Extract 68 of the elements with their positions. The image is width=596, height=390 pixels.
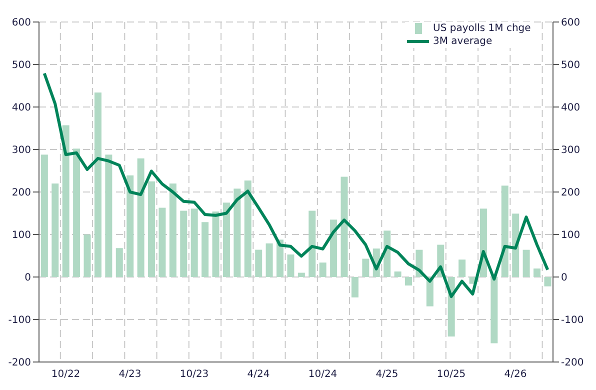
bar xyxy=(244,180,252,277)
bar xyxy=(298,272,305,277)
bar xyxy=(52,184,59,277)
bar xyxy=(394,271,402,277)
bar xyxy=(40,154,48,277)
bar xyxy=(126,175,134,277)
x-tick-label: 4/25 xyxy=(376,369,398,380)
legend-label: 3M average xyxy=(433,35,492,48)
y-tick-label: 200 xyxy=(12,188,31,199)
bar xyxy=(351,277,358,298)
y2-tick-label: 0 xyxy=(561,272,568,284)
bar xyxy=(522,250,530,277)
bar xyxy=(73,148,80,277)
x-tick-label: 10/25 xyxy=(436,369,466,380)
line-series xyxy=(42,72,550,298)
x-tick-label: 10/23 xyxy=(180,369,209,380)
y-tick-label: 300 xyxy=(12,145,31,156)
y2-tick-label: 600 xyxy=(561,18,580,29)
y-tick-label: 400 xyxy=(12,102,31,114)
bar xyxy=(94,92,102,277)
x-tick-label: 4/23 xyxy=(118,369,142,380)
y2-tick-label: -200 xyxy=(561,358,584,369)
bar xyxy=(158,208,166,277)
x-tick-label: 10/22 xyxy=(51,369,80,380)
bar xyxy=(62,125,70,277)
bar xyxy=(362,258,370,277)
bar xyxy=(501,186,508,277)
bar xyxy=(266,243,273,277)
bar xyxy=(330,220,338,277)
bar xyxy=(544,277,552,286)
bar xyxy=(190,208,198,277)
x-tick-label: 10/24 xyxy=(308,369,338,380)
y2-tick-label: 400 xyxy=(561,102,580,114)
y-tick-label: -100 xyxy=(8,315,31,326)
y-tick-label: -200 xyxy=(8,358,31,369)
bar xyxy=(137,158,144,277)
y2-tick-label: -100 xyxy=(561,315,584,326)
bar xyxy=(534,268,541,277)
bar xyxy=(212,212,220,277)
y-tick-label: 600 xyxy=(12,18,31,29)
bar xyxy=(222,202,230,277)
bar xyxy=(202,222,209,277)
bar xyxy=(234,188,241,277)
y-tick-label: 0 xyxy=(24,272,31,284)
bar xyxy=(319,262,326,277)
y2-tick-label: 300 xyxy=(561,145,580,156)
bar xyxy=(405,277,412,286)
y-tick-label: 500 xyxy=(12,60,31,72)
bar xyxy=(148,181,156,277)
bar xyxy=(255,250,262,277)
y2-tick-label: 500 xyxy=(561,60,580,72)
bar xyxy=(84,234,91,277)
y2-tick-label: 200 xyxy=(561,188,580,199)
legend-label: US payolls 1M chge xyxy=(433,22,531,35)
y2-tick-label: 100 xyxy=(561,230,580,242)
y-tick-label: 100 xyxy=(12,230,31,242)
bar xyxy=(105,154,112,277)
bar xyxy=(340,176,348,277)
bar xyxy=(490,277,498,344)
bar xyxy=(180,210,188,277)
bar xyxy=(308,210,316,277)
bar xyxy=(116,248,123,277)
bar xyxy=(512,214,520,277)
bar xyxy=(169,184,176,277)
x-tick-label: 4/24 xyxy=(247,369,270,380)
bar xyxy=(287,254,294,277)
bar xyxy=(458,260,466,277)
x-tick-label: 4/26 xyxy=(504,369,527,380)
